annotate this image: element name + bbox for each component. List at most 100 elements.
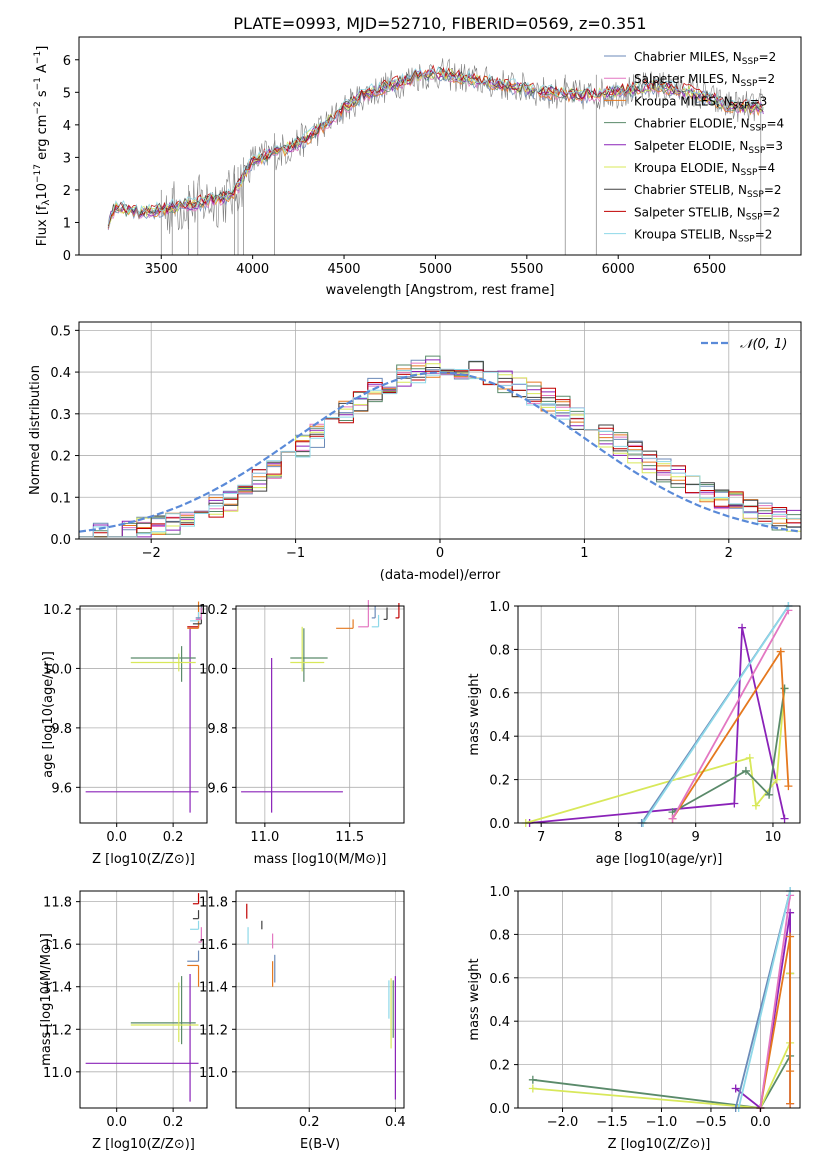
weight_vs_age-series-line xyxy=(642,605,790,824)
mass_vs_ebv-x-label: E(B-V) xyxy=(300,1137,340,1152)
mass_vs_ebv-x-tick-label: 0.2 xyxy=(299,1115,320,1130)
mass_vs_ebv-panel: 0.2 0.4 11.0 11.2 11.4 11.6 11.8 E(B-V) xyxy=(199,890,406,1152)
weight_vs_Z-series-line xyxy=(737,890,791,1109)
weight_vs_age-series-marker xyxy=(780,684,789,693)
spectrum-legend: Chabrier MILES, NSSP=2 Salpeter MILES, NS… xyxy=(604,50,784,245)
weight_vs_Z-series-line xyxy=(759,936,791,1109)
spectrum-x-tick-label: 4500 xyxy=(327,262,360,277)
weight_vs_age-y-label: mass weight xyxy=(467,673,482,755)
spectrum-y-label: Flux [fλ10−17 erg cm−2 s−1 A−1] xyxy=(33,46,52,247)
age_vs_mass-x-tick-label: 11.5 xyxy=(335,830,364,845)
weight_vs_Z-series-marker xyxy=(731,1084,740,1093)
spectrum-axes-frame xyxy=(78,36,802,256)
weight_vs_age-x-tick-label: 8 xyxy=(614,830,622,845)
weight_vs_age-series-marker xyxy=(741,766,750,775)
weight_vs_Z-axes-frame xyxy=(517,890,801,1109)
weight_vs_Z-y-tick-label: 0.2 xyxy=(489,1059,510,1074)
weight_vs_Z-series-marker xyxy=(786,1099,795,1108)
weight_vs_Z-series-line xyxy=(759,895,791,1109)
mass_vs_Z-y-tick-label: 11.0 xyxy=(43,1066,72,1081)
age_vs_Z-y-label: age [log10(age/yr)] xyxy=(41,651,56,778)
age_vs_mass-x-label: mass [log10(M/M⊙)] xyxy=(254,852,387,867)
spectrum-legend-label: Chabrier MILES, NSSP=2 xyxy=(634,50,776,67)
residuals-panel: −2 −1 0 1 2 0.0 0.1 0.2 0.3 0.4 0.5 (data-model)/e… xyxy=(28,321,802,583)
weight_vs_Z-series-marker xyxy=(528,1075,537,1084)
age_vs_Z-x-tick-label: 0.2 xyxy=(163,830,184,845)
weight_vs_Z-y-tick-label: 1.0 xyxy=(489,885,510,900)
residuals-y-tick-label: 0.5 xyxy=(50,324,71,339)
weight_vs_age-x-tick-label: 7 xyxy=(537,830,545,845)
mass_vs_Z-y-label: mass [log10(M/M⊙)] xyxy=(39,933,54,1066)
weight_vs_age-series-marker xyxy=(780,814,789,823)
mass_vs_Z-y-tick-label: 11.6 xyxy=(43,938,72,953)
weight_vs_age-y-tick-label: 0.8 xyxy=(489,643,510,658)
spectrum-legend-label: Salpeter ELODIE, NSSP=3 xyxy=(634,139,783,156)
age_vs_Z-panel: 0.0 0.2 9.6 9.8 10.0 10.2 Z [log10(Z/Z⊙)] age [… xyxy=(41,601,208,867)
weight_vs_Z-y-label: mass weight xyxy=(467,958,482,1040)
mass_vs_ebv-x-tick-label: 0.4 xyxy=(385,1115,406,1130)
weight_vs_Z-y-tick-label: 0.0 xyxy=(489,1102,510,1117)
weight_vs_Z-x-tick-label: −2.0 xyxy=(547,1115,579,1130)
residuals-x-tick-label: 0 xyxy=(436,546,444,561)
weight_vs_age-y-tick-label: 0.0 xyxy=(489,817,510,832)
residuals-x-label: (data-model)/error xyxy=(380,568,501,583)
residuals-y-tick-label: 0.0 xyxy=(50,533,71,548)
spectrum-panel: PLATE=0993, MJD=52710, FIBERID=0569, z=0… xyxy=(33,14,802,298)
residuals-legend: 𝒩(0, 1) xyxy=(701,337,787,352)
weight_vs_Z-x-label: Z [log10(Z/Z⊙)] xyxy=(608,1137,711,1152)
weight_vs_Z-y-tick-label: 0.6 xyxy=(489,972,510,987)
weight_vs_age-y-tick-label: 1.0 xyxy=(489,600,510,615)
residuals-x-tick-label: 1 xyxy=(580,546,588,561)
age_vs_Z-y-tick-label: 10.0 xyxy=(43,662,72,677)
spectrum-x-tick-label: 5500 xyxy=(510,262,543,277)
weight_vs_Z-series-marker xyxy=(786,1067,795,1076)
residuals-histogram xyxy=(79,368,801,538)
spectrum-x-tick-label: 5000 xyxy=(419,262,452,277)
spectrum-model-line xyxy=(107,66,764,225)
weight_vs_Z-x-tick-label: −1.5 xyxy=(596,1115,628,1130)
spectrum-y-tick-label: 4 xyxy=(63,119,71,134)
spectrum-legend-label: Chabrier STELIB, NSSP=2 xyxy=(634,183,782,200)
weight_vs_age-data xyxy=(521,602,793,827)
weight_vs_age-axes-frame xyxy=(517,605,801,824)
residuals-x-tick-label: −1 xyxy=(286,546,305,561)
weight_vs_age-x-tick-label: 9 xyxy=(692,830,700,845)
weight_vs_Z-series-marker xyxy=(528,1084,537,1093)
weight_vs_age-x-label: age [log10(age/yr)] xyxy=(596,852,723,867)
mass_vs_ebv-data xyxy=(246,903,396,1100)
residuals-legend-label: 𝒩(0, 1) xyxy=(740,337,787,352)
weight_vs_Z-x-tick-label: −1.0 xyxy=(646,1115,678,1130)
mass_vs_ebv-y-tick-label: 11.8 xyxy=(199,896,228,911)
weight_vs_age-series-marker xyxy=(738,623,747,632)
weight_vs_age-series-marker xyxy=(668,814,677,823)
residuals-normal-curve xyxy=(78,371,802,533)
mass_vs_Z-x-tick-label: 0.2 xyxy=(163,1115,184,1130)
weight_vs_age-series-marker xyxy=(776,647,785,656)
weight_vs_age-x-tick-label: 10 xyxy=(765,830,782,845)
weight_vs_age-y-tick-label: 0.4 xyxy=(489,730,510,745)
weight_vs_age-y-tick-label: 0.2 xyxy=(489,774,510,789)
weight_vs_age-series-line xyxy=(672,688,786,813)
residuals-y-tick-label: 0.3 xyxy=(50,408,71,423)
weight_vs_Z-series-marker xyxy=(786,932,795,941)
spectrum-legend-label: Chabrier ELODIE, NSSP=4 xyxy=(634,117,784,134)
mass_vs_ebv-axes-frame xyxy=(235,890,405,1109)
age_vs_mass-y-tick-label: 10.0 xyxy=(199,662,228,677)
weight_vs_age-series-marker xyxy=(772,775,781,784)
spectrum-legend-label: Salpeter STELIB, NSSP=2 xyxy=(634,205,780,222)
age_vs_mass-data xyxy=(241,600,400,813)
age_vs_Z-x-tick-label: 0.0 xyxy=(106,830,127,845)
weight_vs_age-y-tick-label: 0.6 xyxy=(489,687,510,702)
weight_vs_age-series-marker xyxy=(765,790,774,799)
weight_vs_age-panel: 7 8 9 10 0.0 0.2 0.4 0.6 0.8 1.0 age [log10(age/yr… xyxy=(467,600,801,867)
residuals-x-tick-label: −2 xyxy=(142,546,161,561)
mass_vs_Z-panel: 0.0 0.2 11.0 11.2 11.4 11.6 11.8 Z [log10(Z/Z⊙)… xyxy=(39,890,208,1152)
spectrum-x-tick-label: 4000 xyxy=(236,262,269,277)
weight_vs_age-series-marker xyxy=(784,782,793,791)
weight_vs_Z-panel: −2.0 −1.5 −1.0 −0.5 0.0 0.0 0.2 0.4 0.6 0.8 1.0 Z [… xyxy=(467,885,801,1152)
weight_vs_age-series-marker xyxy=(730,799,739,808)
weight_vs_age-series-line xyxy=(671,609,790,820)
mass_vs_Z-x-tick-label: 0.0 xyxy=(106,1115,127,1130)
age_vs_mass-y-tick-label: 9.6 xyxy=(207,781,228,796)
